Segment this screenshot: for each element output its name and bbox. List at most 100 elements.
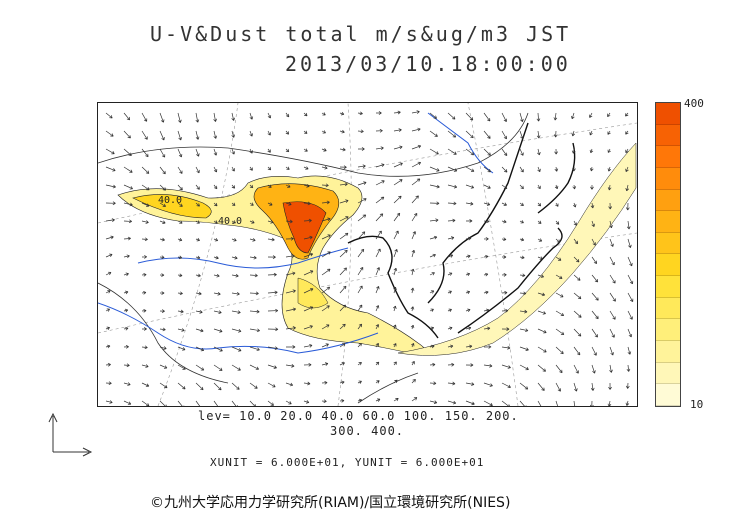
wind-arrow	[213, 148, 218, 156]
wind-arrow	[105, 112, 113, 119]
wind-arrow	[573, 274, 581, 281]
wind-arrow	[141, 220, 149, 224]
dust-plume	[117, 142, 637, 356]
wind-arrow	[285, 364, 295, 368]
wind-arrow	[123, 344, 129, 349]
wind-arrow	[141, 166, 150, 174]
wind-arrow	[285, 184, 291, 188]
wind-arrow	[195, 273, 201, 278]
colorbar-min-label: 10	[690, 398, 704, 411]
wind-arrow	[465, 236, 472, 241]
wind-arrow	[483, 130, 491, 139]
wind-arrow	[177, 346, 186, 351]
wind-arrow	[411, 249, 416, 258]
wind-arrow	[321, 286, 331, 294]
wind-arrow	[339, 216, 349, 222]
wind-arrow	[519, 184, 524, 190]
wind-arrow	[105, 235, 114, 240]
wind-arrow	[303, 184, 310, 188]
wind-arrow	[375, 163, 385, 168]
wind-arrow	[177, 273, 183, 278]
wind-arrow	[321, 362, 329, 366]
wind-arrow	[357, 266, 364, 276]
wind-arrow	[159, 202, 166, 207]
wind-arrow	[249, 112, 254, 120]
wind-arrow	[375, 305, 380, 312]
wind-arrow	[141, 400, 150, 406]
wind-arrow	[195, 148, 200, 157]
wind-arrow	[411, 195, 419, 204]
wind-arrow	[627, 274, 634, 285]
wind-arrow	[339, 304, 346, 312]
wind-arrow	[554, 184, 559, 190]
wind-arrow	[609, 328, 615, 338]
wind-arrow	[625, 184, 630, 192]
wind-arrow	[231, 346, 242, 352]
wind-arrow	[213, 310, 222, 314]
wind-arrow	[285, 219, 293, 224]
wind-arrow	[105, 290, 111, 294]
wind-arrow	[607, 130, 611, 135]
wind-arrow	[105, 400, 113, 404]
wind-arrow	[429, 148, 439, 155]
wind-arrow	[411, 127, 421, 132]
wind-arrow	[429, 362, 436, 367]
wind-arrow	[357, 304, 363, 312]
wind-arrow	[483, 290, 489, 295]
wind-arrow	[375, 213, 384, 222]
wind-arrow	[591, 364, 596, 374]
wind-arrow	[285, 148, 290, 153]
wind-arrow	[195, 166, 200, 174]
wind-arrow	[195, 310, 203, 314]
contour-levels-cont: 300. 400.	[330, 424, 405, 438]
wind-arrow	[609, 364, 613, 373]
wind-arrow	[285, 130, 290, 135]
wind-arrow	[249, 364, 260, 370]
wind-arrow	[627, 346, 632, 355]
wind-arrow	[465, 308, 471, 313]
wind-arrow	[465, 382, 475, 386]
wind-arrow	[465, 363, 474, 367]
wind-arrow	[159, 291, 165, 295]
wind-arrow	[609, 274, 616, 284]
wind-arrow	[231, 148, 235, 155]
wind-arrow	[609, 238, 614, 247]
wind-arrow	[573, 382, 578, 392]
wind-arrow	[429, 272, 435, 276]
wind-arrow	[195, 130, 200, 140]
wind-arrow	[267, 166, 272, 171]
contour-label: 40.0	[218, 216, 242, 227]
wind-arrow	[105, 184, 116, 189]
wind-arrow	[591, 238, 596, 246]
wind-arrow	[537, 382, 545, 391]
wind-arrow	[375, 380, 380, 384]
wind-arrow	[141, 272, 147, 277]
wind-arrow	[213, 364, 223, 371]
wind-arrow	[465, 130, 474, 139]
wind-arrow	[141, 327, 147, 331]
wind-arrow	[465, 326, 472, 331]
wind-arrow	[536, 112, 541, 122]
wind-arrow	[339, 111, 345, 116]
wind-arrow	[429, 201, 440, 206]
wind-arrow	[231, 310, 241, 314]
wind-arrow	[321, 380, 328, 385]
wind-arrow	[393, 397, 399, 402]
wind-arrow	[483, 363, 493, 368]
wind-arrow	[591, 292, 599, 301]
wind-arrow	[501, 202, 507, 206]
wind-arrow	[429, 235, 438, 240]
wind-arrow	[357, 248, 365, 258]
wind-arrow	[321, 200, 330, 205]
wind-arrow	[213, 130, 218, 139]
wind-arrow	[483, 148, 491, 156]
wind-arrow	[267, 184, 272, 188]
wind-arrow	[501, 184, 508, 189]
wind-arrow	[555, 310, 565, 316]
wind-arrow	[213, 202, 218, 207]
wind-arrow	[447, 130, 457, 138]
wind-arrow	[249, 382, 258, 389]
wind-arrow	[555, 328, 565, 335]
wind-arrow	[465, 344, 473, 349]
wind-arrow	[483, 202, 491, 206]
